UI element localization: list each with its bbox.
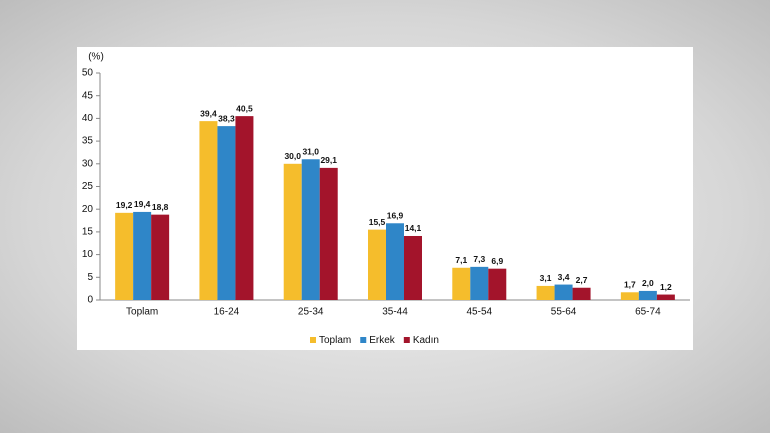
bar: [536, 285, 555, 300]
y-tick-label: 40: [82, 113, 94, 124]
bar: [235, 116, 254, 300]
y-tick-label: 30: [82, 158, 94, 169]
bar: [620, 292, 639, 300]
bar: [368, 229, 386, 300]
bar: [470, 266, 489, 300]
value-label: 19,4: [134, 199, 151, 209]
legend-swatch: [360, 337, 367, 343]
legend-swatch: [310, 337, 316, 343]
bar: [638, 290, 657, 300]
bar: [217, 126, 236, 300]
bar: [404, 235, 422, 300]
x-tick-label: Toplam: [126, 307, 158, 318]
bar: [488, 268, 507, 300]
bar: [554, 284, 573, 300]
value-label: 30,0: [284, 151, 301, 161]
value-label: 39,4: [200, 108, 217, 118]
value-label: 1,2: [660, 282, 672, 292]
legend-label: Kadın: [413, 335, 439, 346]
legend-label: Erkek: [369, 335, 396, 346]
y-tick-label: 25: [82, 181, 94, 192]
value-label: 3,4: [558, 272, 570, 282]
bar: [199, 121, 218, 301]
bar: [452, 267, 471, 300]
bar: [115, 212, 134, 300]
bar: [151, 214, 170, 300]
y-tick-label: 5: [87, 272, 93, 283]
x-tick-label: 45-54: [466, 307, 492, 318]
bar: [386, 223, 404, 300]
value-label: 15,5: [369, 217, 386, 227]
y-tick-label: 20: [82, 204, 94, 215]
value-label: 16,9: [387, 211, 404, 221]
legend-label: Toplam: [319, 335, 351, 346]
value-label: 1,7: [624, 280, 636, 290]
bar: [572, 287, 591, 300]
bar: [133, 211, 152, 300]
value-label: 6,9: [491, 256, 503, 266]
x-tick-label: 65-74: [635, 307, 661, 318]
value-label: 40,5: [236, 103, 253, 113]
value-label: 19,2: [116, 200, 133, 210]
legend-swatch: [403, 337, 410, 343]
x-tick-label: 16-24: [214, 307, 240, 318]
value-label: 31,0: [302, 147, 319, 157]
y-tick-label: 35: [82, 136, 94, 147]
bar: [301, 159, 320, 300]
value-label: 29,1: [320, 155, 337, 165]
y-tick-label: 45: [82, 90, 94, 101]
value-label: 7,3: [473, 254, 485, 264]
x-tick-label: 35-44: [382, 307, 408, 318]
value-label: 7,1: [455, 255, 467, 265]
x-tick-label: 25-34: [298, 307, 324, 318]
value-label: 3,1: [540, 273, 552, 283]
chart-panel: [77, 47, 693, 350]
y-tick-label: 0: [87, 295, 93, 306]
bar: [319, 167, 338, 300]
y-axis-label: (%): [88, 52, 104, 63]
bar: [283, 163, 302, 300]
bar: [656, 294, 675, 300]
x-tick-label: 55-64: [551, 307, 577, 318]
y-tick-label: 10: [82, 249, 94, 260]
value-label: 2,0: [642, 278, 654, 288]
y-tick-label: 15: [82, 227, 94, 238]
value-label: 2,7: [576, 275, 588, 285]
value-label: 14,1: [405, 223, 422, 233]
value-label: 18,8: [152, 202, 169, 212]
value-label: 38,3: [218, 113, 235, 123]
y-tick-label: 50: [82, 68, 94, 79]
